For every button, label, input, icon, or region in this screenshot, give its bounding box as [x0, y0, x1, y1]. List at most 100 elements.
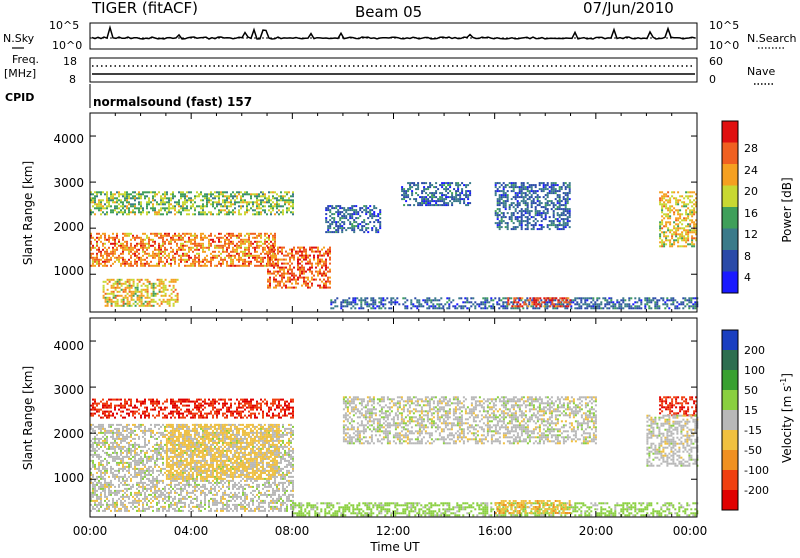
heatmap-cell: [685, 237, 687, 239]
heatmap-cell: [350, 301, 352, 303]
heatmap-cell: [186, 255, 188, 257]
heatmap-cell: [484, 299, 486, 301]
heatmap-cell: [128, 496, 130, 498]
heatmap-cell: [210, 239, 212, 241]
heatmap-cell: [182, 249, 184, 251]
heatmap-cell: [679, 245, 681, 247]
heatmap-cell: [505, 196, 507, 198]
heatmap-cell: [258, 207, 260, 209]
heatmap-cell: [537, 214, 539, 216]
heatmap-cell: [390, 303, 392, 305]
heatmap-cell: [194, 249, 196, 251]
heatmap-cell: [220, 191, 222, 193]
heatmap-cell: [124, 462, 126, 464]
heatmap-cell: [152, 456, 154, 458]
heatmap-cell: [137, 299, 139, 301]
heatmap-cell: [346, 301, 348, 303]
heatmap-cell: [270, 213, 272, 215]
heatmap-cell: [117, 287, 119, 289]
heatmap-cell: [117, 283, 119, 285]
heatmap-cell: [618, 301, 620, 303]
heatmap-cell: [517, 220, 519, 222]
heatmap-cell: [172, 257, 174, 259]
heatmap-cell: [515, 196, 517, 198]
heatmap-cell: [94, 195, 96, 197]
heatmap-cell: [547, 202, 549, 204]
heatmap-cell: [250, 197, 252, 199]
heatmap-cell: [303, 267, 305, 269]
heatmap-cell: [115, 295, 117, 297]
heatmap-cell: [419, 204, 421, 206]
heatmap-cell: [94, 502, 96, 504]
heatmap-cell: [284, 195, 286, 197]
heatmap-cell: [283, 263, 285, 265]
heatmap-cell: [576, 303, 578, 305]
heatmap-cell: [644, 299, 646, 301]
heatmap-cell: [136, 496, 138, 498]
heatmap-cell: [146, 474, 148, 476]
heatmap-cell: [92, 492, 94, 494]
heatmap-cell: [521, 194, 523, 196]
heatmap-cell: [675, 217, 677, 219]
heatmap-cell: [236, 237, 238, 239]
heatmap-cell: [153, 301, 155, 303]
heatmap-cell: [240, 247, 242, 249]
heatmap-cell: [114, 237, 116, 239]
heatmap-cell: [256, 245, 258, 247]
heatmap-cell: [166, 213, 168, 215]
heatmap-cell: [210, 203, 212, 205]
heatmap-cell: [691, 219, 693, 221]
heatmap-cell: [106, 504, 108, 506]
heatmap-cell: [116, 494, 118, 496]
heatmap-cell: [509, 216, 511, 218]
heatmap-cell: [618, 305, 620, 307]
heatmap-cell: [114, 502, 116, 504]
heatmap-cell: [319, 251, 321, 253]
heatmap-cell: [504, 305, 506, 307]
heatmap-cell: [153, 295, 155, 297]
heatmap-cell: [325, 213, 327, 215]
heatmap-cell: [100, 191, 102, 193]
heatmap-cell: [110, 480, 112, 482]
heatmap-cell: [273, 267, 275, 269]
heatmap-cell: [329, 209, 331, 211]
heatmap-cell: [232, 263, 234, 265]
heatmap-cell: [132, 209, 134, 211]
heatmap-cell: [447, 192, 449, 194]
heatmap-cell: [92, 462, 94, 464]
heatmap-cell: [513, 190, 515, 192]
heatmap-cell: [291, 249, 293, 251]
heatmap-cell: [200, 199, 202, 201]
heatmap-cell: [689, 225, 691, 227]
heatmap-cell: [533, 224, 535, 226]
heatmap-cell: [184, 235, 186, 237]
heatmap-cell: [567, 216, 569, 218]
heatmap-cell: [527, 198, 529, 200]
heatmap-cell: [194, 207, 196, 209]
heatmap-cell: [152, 255, 154, 257]
heatmap-cell: [144, 259, 146, 261]
heatmap-cell: [161, 283, 163, 285]
heatmap-cell: [122, 470, 124, 472]
heatmap-cell: [224, 239, 226, 241]
heatmap-cell: [421, 198, 423, 200]
heatmap-cell: [301, 257, 303, 259]
heatmap-cell: [152, 197, 154, 199]
heatmap-cell: [140, 213, 142, 215]
heatmap-cell: [672, 297, 674, 299]
heatmap-cell: [497, 224, 499, 226]
heatmap-cell: [260, 203, 262, 205]
heatmap-cell: [521, 190, 523, 192]
heatmap-cell: [592, 303, 594, 305]
heatmap-cell: [427, 186, 429, 188]
heatmap-cell: [138, 209, 140, 211]
heatmap-cell: [108, 426, 110, 428]
heatmap-cell: [129, 301, 131, 303]
heatmap-cell: [108, 432, 110, 434]
heatmap-cell: [535, 210, 537, 212]
heatmap-cell: [156, 464, 158, 466]
heatmap-cell: [140, 203, 142, 205]
heatmap-cell: [188, 247, 190, 249]
heatmap-cell: [264, 235, 266, 237]
heatmap-cell: [141, 299, 143, 301]
